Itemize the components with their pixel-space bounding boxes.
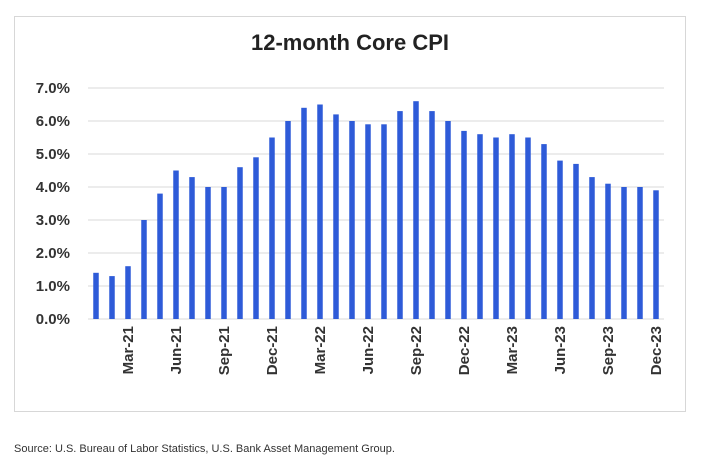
bar [573,163,579,319]
x-tick-label: Mar-22 [312,326,329,374]
bar [493,137,499,319]
bar [221,187,227,319]
y-axis-ticks: 0.0% 1.0% 2.0% 3.0% 4.0% 5.0% 6.0% 7.0% [36,80,70,328]
bar [509,134,515,319]
bar [301,107,307,319]
bar [525,137,531,319]
y-tick-label: 4.0% [36,179,70,196]
y-tick-label: 2.0% [36,245,70,262]
x-tick-label: Jun-21 [168,326,185,374]
bar [157,193,163,319]
bar [333,114,339,320]
bar [605,183,611,319]
x-tick-label: Jun-22 [360,326,377,374]
x-axis-ticks: Mar-21 Jun-21 Sep-21 Dec-21 Mar-22 Jun-22 Sep-… [120,326,665,375]
y-tick-label: 5.0% [36,146,70,163]
gridlines [88,87,664,320]
bar [653,190,659,319]
bar [637,187,643,319]
bars [93,101,659,320]
y-tick-label: 6.0% [36,113,70,130]
bar [125,266,131,319]
bar [173,170,179,319]
y-tick-label: 1.0% [36,278,70,295]
x-tick-label: Dec-23 [648,326,665,375]
bar [189,177,195,319]
bar [541,144,547,319]
bar [413,101,419,319]
bar [365,124,371,319]
x-tick-label: Mar-23 [504,326,521,374]
bar [205,187,211,319]
bar [253,157,259,319]
x-tick-label: Sep-21 [216,326,233,375]
chart-frame [14,16,686,412]
chart-title: 12-month Core CPI [250,30,450,55]
bar [621,187,627,319]
bar [93,272,99,319]
x-tick-label: Jun-23 [552,326,569,374]
bar [397,111,403,319]
x-tick-label: Dec-21 [264,326,281,375]
y-tick-label: 0.0% [36,311,70,328]
bar [381,124,387,319]
bar [461,130,467,319]
bar [557,160,563,319]
bar [349,121,355,319]
bar [141,220,147,319]
bar [477,134,483,319]
x-tick-label: Dec-22 [456,326,473,375]
x-tick-label: Sep-23 [600,326,617,375]
bar [589,177,595,319]
bar [317,104,323,319]
bar [237,167,243,319]
bar [429,111,435,319]
bar [109,276,115,319]
bar [285,121,291,319]
x-tick-label: Sep-22 [408,326,425,375]
y-tick-label: 3.0% [36,212,70,229]
y-tick-label: 7.0% [36,80,70,97]
bar [269,137,275,319]
bar [445,121,451,319]
source-note: Source: U.S. Bureau of Labor Statistics,… [14,443,395,455]
x-tick-label: Mar-21 [120,326,137,374]
